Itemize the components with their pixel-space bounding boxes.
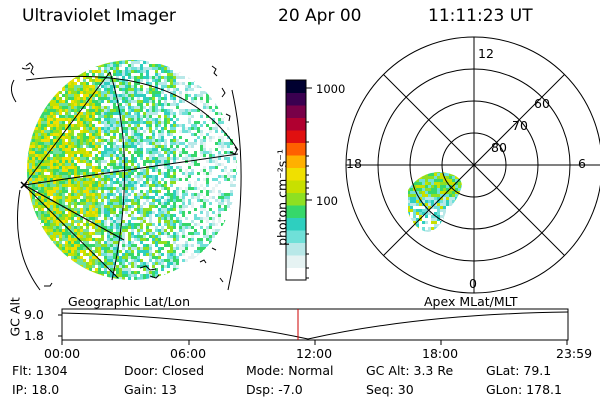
info-seq: Seq: 30: [366, 382, 414, 397]
info-glat: GLat: 79.1: [486, 363, 552, 378]
info-gcalt: GC Alt: 3.3 Re: [366, 363, 454, 378]
strip-xtick-0000: 00:00: [44, 346, 81, 361]
info-gain: Gain: 13: [124, 382, 177, 397]
colorbar-tick-100: 100: [316, 194, 338, 208]
colorbar: [285, 79, 312, 281]
time-label: 11:11:23 UT: [428, 6, 533, 26]
instrument-title: Ultraviolet Imager: [22, 6, 176, 26]
mlt-label-top: 12: [478, 46, 494, 61]
info-ip: IP: 18.0: [12, 382, 60, 397]
strip-ytick-9: 9.0: [24, 307, 44, 322]
mlt-label-right: 6: [578, 156, 586, 171]
strip-left-title: Geographic Lat/Lon: [68, 294, 190, 309]
mlt-label-bottom: 0: [469, 276, 477, 291]
mlt-label-left: 18: [346, 156, 362, 171]
date-label: 20 Apr 00: [278, 6, 362, 26]
info-door: Door: Closed: [124, 363, 205, 378]
strip-ylabel: GC Alt: [7, 297, 23, 337]
strip-xtick-1200: 12:00: [296, 346, 333, 361]
info-mode: Mode: Normal: [246, 363, 334, 378]
colorbar-unit-label: photon cm⁻²s⁻¹: [274, 149, 290, 246]
info-flt: Flt: 1304: [12, 363, 68, 378]
strip-right-title: Apex MLat/MLT: [424, 294, 518, 309]
info-dsp: Dsp: -7.0: [246, 382, 303, 397]
polar-plot: [345, 36, 600, 294]
lat-label-60: 60: [534, 96, 550, 111]
gc-alt-strip-chart: [58, 308, 569, 345]
strip-ytick-1-8: 1.8: [24, 328, 44, 343]
coastlines: [10, 62, 238, 287]
lat-label-70: 70: [512, 118, 528, 133]
geo-grid: [17, 71, 242, 291]
gc-alt-curve: [61, 311, 569, 340]
lat-label-80: 80: [491, 140, 507, 155]
strip-xtick-0600: 06:00: [170, 346, 207, 361]
strip-xtick-2359: 23:59: [556, 346, 593, 361]
strip-xtick-1800: 18:00: [422, 346, 459, 361]
info-glon: GLon: 178.1: [486, 382, 562, 397]
earth-disk-image: [10, 60, 242, 291]
colorbar-tick-1000: 1000: [316, 82, 346, 96]
